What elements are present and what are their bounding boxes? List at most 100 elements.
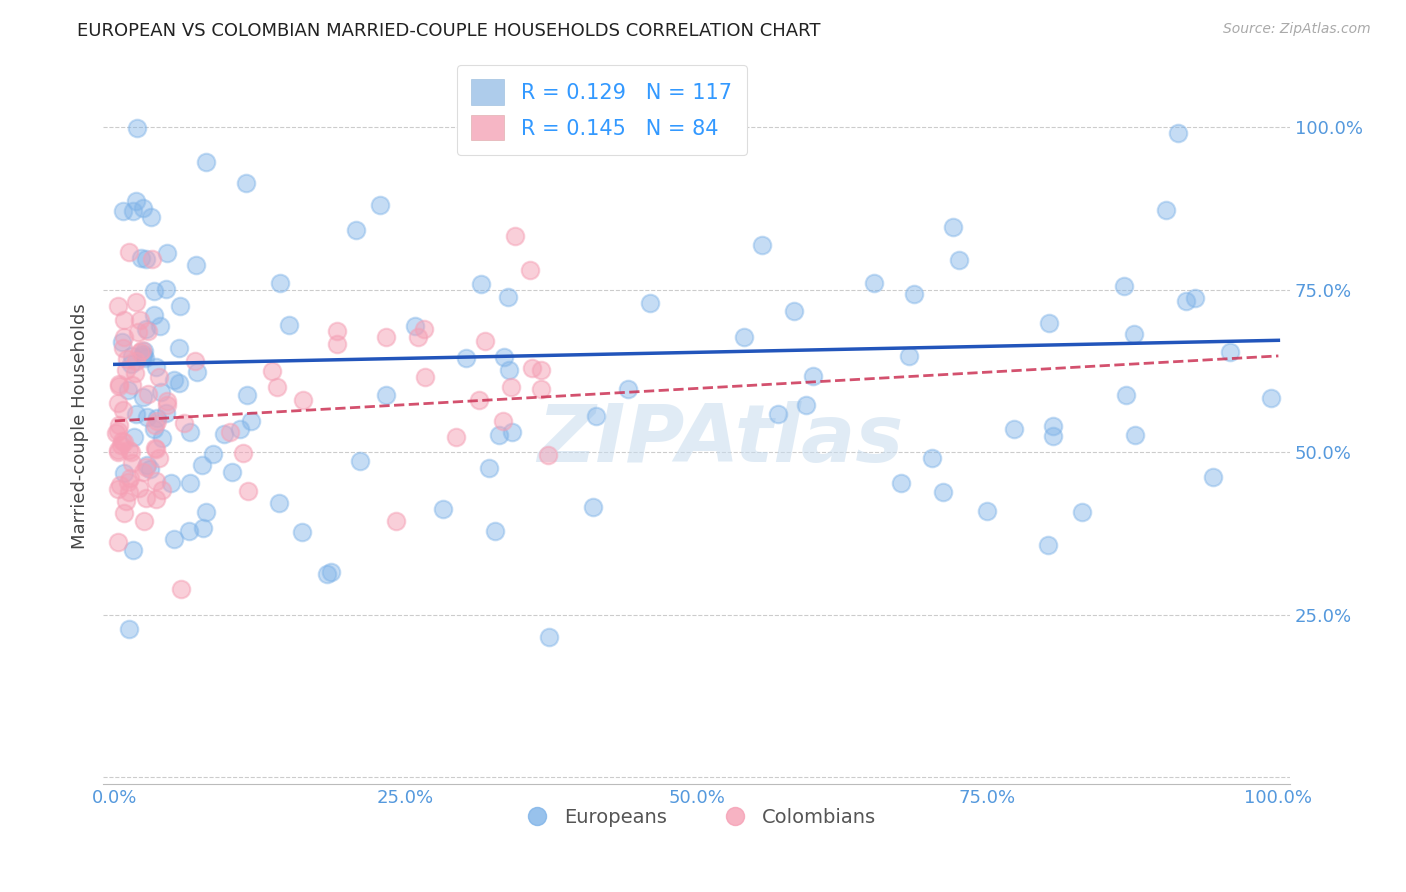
Text: ZIPAtlas: ZIPAtlas [537, 401, 904, 479]
Point [585, 409, 607, 424]
Point [278, 318, 301, 333]
Point [801, 368, 824, 383]
Point [505, 228, 527, 243]
Point [269, 276, 291, 290]
Point [127, 325, 149, 339]
Point [374, 388, 396, 402]
Legend: Europeans, Colombians: Europeans, Colombians [509, 800, 884, 835]
Point [132, 391, 155, 405]
Point [148, 450, 170, 465]
Point [190, 458, 212, 472]
Point [617, 382, 640, 396]
Point [202, 447, 225, 461]
Point [195, 505, 218, 519]
Point [149, 319, 172, 334]
Point [146, 414, 169, 428]
Point [1115, 388, 1137, 402]
Point [120, 444, 142, 458]
Point [221, 465, 243, 479]
Point [903, 287, 925, 301]
Point [316, 567, 339, 582]
Point [156, 398, 179, 412]
Point [186, 365, 208, 379]
Point [156, 394, 179, 409]
Point [1123, 428, 1146, 442]
Point [114, 363, 136, 377]
Point [149, 385, 172, 400]
Point [112, 313, 135, 327]
Point [932, 485, 955, 500]
Point [145, 492, 167, 507]
Point [118, 485, 141, 500]
Point [169, 299, 191, 313]
Point [136, 409, 159, 424]
Point [108, 376, 131, 391]
Point [121, 349, 143, 363]
Point [530, 362, 553, 376]
Point [446, 430, 468, 444]
Point [432, 502, 454, 516]
Point [1167, 126, 1189, 140]
Point [454, 351, 477, 365]
Point [122, 430, 145, 444]
Point [349, 454, 371, 468]
Point [139, 210, 162, 224]
Point [326, 324, 349, 338]
Point [120, 471, 142, 485]
Point [150, 431, 173, 445]
Point [1202, 469, 1225, 483]
Point [1038, 538, 1060, 552]
Point [948, 253, 970, 268]
Point [266, 379, 288, 393]
Point [1154, 203, 1177, 218]
Point [488, 427, 510, 442]
Point [921, 451, 943, 466]
Point [179, 425, 201, 439]
Point [128, 312, 150, 326]
Point [236, 483, 259, 498]
Point [121, 203, 143, 218]
Point [145, 360, 167, 375]
Point [118, 622, 141, 636]
Point [121, 377, 143, 392]
Point [897, 349, 920, 363]
Point [160, 475, 183, 490]
Point [155, 406, 177, 420]
Point [235, 176, 257, 190]
Point [108, 378, 131, 392]
Point [145, 442, 167, 457]
Point [143, 309, 166, 323]
Point [141, 252, 163, 266]
Point [104, 426, 127, 441]
Point [135, 322, 157, 336]
Point [167, 341, 190, 355]
Point [218, 425, 240, 440]
Point [143, 284, 166, 298]
Point [232, 446, 254, 460]
Point [111, 334, 134, 349]
Point [163, 373, 186, 387]
Point [404, 319, 426, 334]
Point [132, 465, 155, 479]
Point [111, 434, 134, 448]
Point [107, 534, 129, 549]
Point [269, 496, 291, 510]
Point [107, 417, 129, 432]
Point [537, 449, 560, 463]
Point [1184, 291, 1206, 305]
Point [131, 343, 153, 357]
Point [112, 204, 135, 219]
Point [468, 393, 491, 408]
Point [170, 582, 193, 597]
Point [107, 396, 129, 410]
Point [193, 521, 215, 535]
Point [184, 258, 207, 272]
Point [236, 388, 259, 402]
Point [132, 350, 155, 364]
Point [262, 364, 284, 378]
Point [538, 630, 561, 644]
Point [112, 341, 135, 355]
Point [110, 438, 132, 452]
Point [240, 414, 263, 428]
Point [107, 445, 129, 459]
